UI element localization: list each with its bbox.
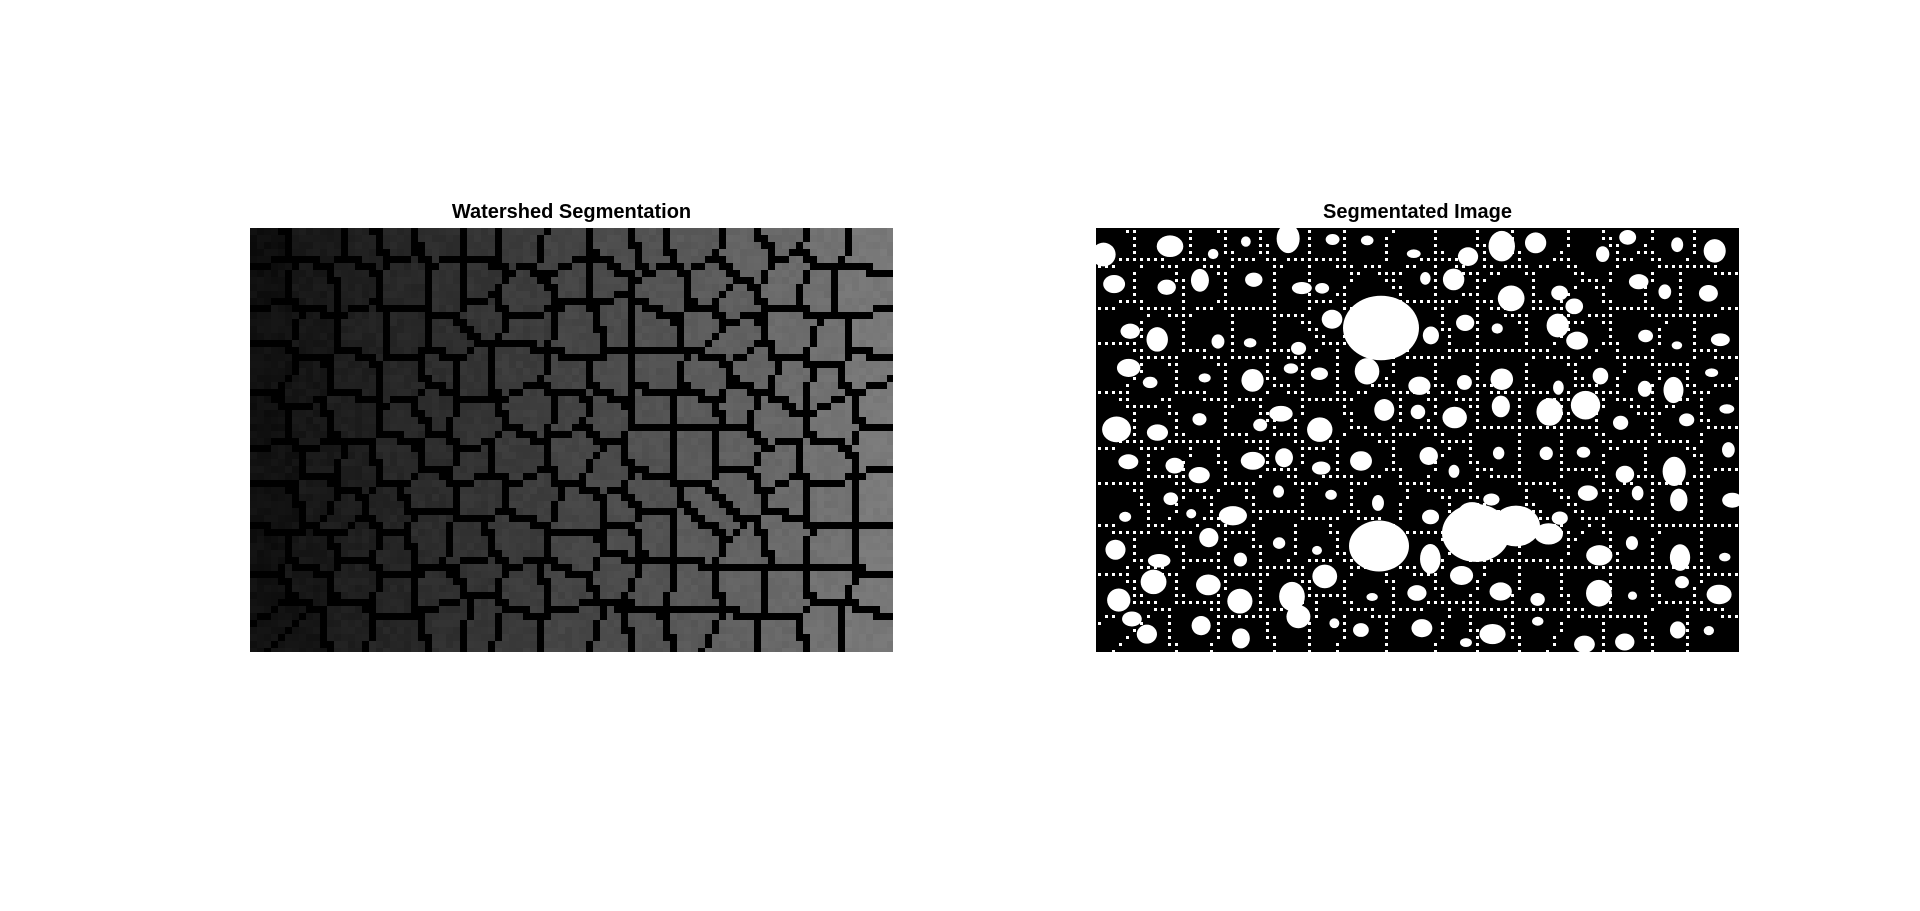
- segmented-image: [1096, 228, 1739, 652]
- watershed-title: Watershed Segmentation: [451, 201, 692, 223]
- segmented-title: Segmentated Image: [1323, 201, 1512, 223]
- segmented-panel: Segmentated Image: [1096, 200, 1739, 652]
- segmented-binary-map: [1096, 228, 1739, 652]
- watershed-panel: Watershed Segmentation: [250, 200, 893, 652]
- watershed-image: [250, 228, 893, 652]
- watershed-region-map: [250, 228, 893, 652]
- segment-objects: [1096, 228, 1739, 652]
- watershed-regions: [250, 228, 893, 652]
